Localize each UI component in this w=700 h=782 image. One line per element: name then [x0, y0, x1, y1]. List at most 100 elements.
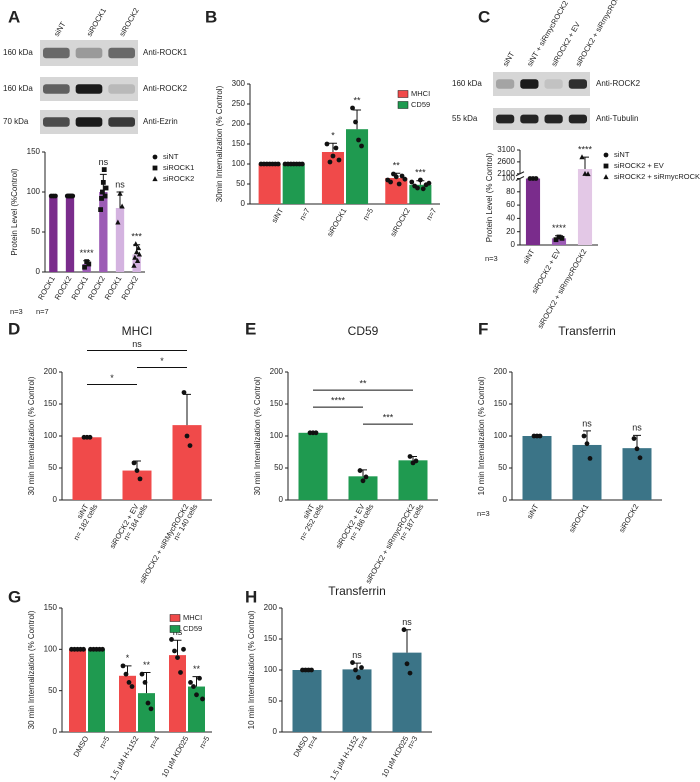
antibody-label: Anti-ROCK2 [143, 84, 188, 93]
data-point [169, 637, 174, 642]
y-tick-label: 300 [232, 79, 246, 88]
bar [525, 178, 541, 245]
legend-marker [603, 152, 609, 158]
panel-label: G [8, 587, 21, 606]
data-point [132, 254, 138, 260]
bracket-label: *** [383, 413, 394, 423]
data-point [129, 684, 135, 689]
y-tick-label: 150 [232, 139, 246, 148]
bracket-label: **** [331, 396, 346, 406]
size-label: 160 kDa [452, 79, 482, 88]
note: n=3 [10, 307, 23, 316]
data-point [360, 478, 366, 484]
data-point [145, 700, 151, 706]
y-axis-label: 30 min Internalization (% Control) [253, 376, 262, 495]
data-point [103, 185, 109, 191]
lane-label: siNT + siRmycROCK2 [525, 0, 570, 68]
y-tick-label: 100 [264, 665, 278, 674]
data-point [330, 153, 336, 159]
data-point [134, 257, 141, 263]
data-point [584, 441, 590, 447]
x-tick-label: siROCK1 [567, 502, 590, 534]
data-point [134, 468, 140, 473]
data-point [139, 671, 145, 677]
data-point [197, 675, 202, 681]
data-point [413, 458, 419, 464]
significance-label: ns [99, 157, 109, 167]
y-tick-label: 100 [44, 431, 58, 440]
note: n=3 [485, 254, 498, 263]
legend-label: siROCK2 + EV [614, 161, 664, 170]
n-label: n=4 [305, 734, 319, 750]
data-point [533, 176, 539, 181]
size-label: 160 kDa [3, 48, 33, 57]
data-point [120, 663, 126, 669]
data-point [426, 180, 432, 186]
panel-label: A [8, 7, 20, 26]
bar [258, 164, 281, 204]
lane-label: siROCK2 [117, 6, 140, 38]
size-label: 160 kDa [3, 84, 33, 93]
blot-band [496, 114, 515, 124]
n-label: n=5 [361, 206, 375, 222]
data-point [420, 186, 426, 192]
data-point [356, 675, 361, 680]
y-tick-label: 0 [273, 727, 278, 736]
x-tick-label: 1.5 μM H-1152 [328, 734, 360, 781]
n-label: n=4 [147, 734, 161, 750]
y-tick-label: 2100 [497, 169, 515, 178]
bar [132, 254, 141, 272]
legend-label: siNT [163, 152, 179, 161]
data-point [356, 137, 361, 143]
blot-band [108, 117, 135, 127]
x-tick-label: siROCK2 [388, 206, 411, 238]
n-label: n=4 [355, 734, 369, 750]
data-point [188, 680, 193, 685]
data-point [333, 145, 339, 151]
y-tick-label: 150 [44, 603, 58, 612]
data-point [350, 660, 355, 665]
data-point [100, 646, 105, 652]
panel-label: C [478, 7, 490, 26]
n-label: n=7 [298, 206, 312, 222]
x-tick-label: siROCK1 [325, 206, 348, 238]
error-bar [173, 639, 182, 656]
significance-label: *** [131, 231, 142, 241]
bar [385, 178, 408, 204]
x-tick-label: 10 μM KD025 [380, 734, 411, 778]
data-point [401, 627, 407, 633]
error-bar [328, 142, 337, 152]
data-point [537, 433, 543, 439]
y-axis-label: 30 min Internalization (% Control) [27, 376, 36, 495]
blot-band [520, 79, 539, 89]
antibody-label: Anti-ROCK2 [596, 79, 641, 88]
data-point [98, 207, 104, 212]
y-tick-label: 50 [236, 179, 245, 188]
x-tick-label: siNT [521, 247, 537, 265]
y-tick-label: 0 [36, 267, 41, 276]
panel-label: D [8, 319, 20, 338]
data-point [634, 446, 640, 452]
blot-band [544, 114, 563, 124]
x-tick-label: siROCK2 [617, 502, 640, 534]
y-tick-label: 3100 [497, 145, 515, 154]
data-point [81, 646, 86, 652]
x-tick-label: DMSO [71, 734, 90, 758]
data-point [181, 390, 187, 395]
bar [342, 669, 372, 732]
x-tick-label: siNT [525, 502, 541, 520]
y-tick-label: 200 [264, 603, 278, 612]
y-tick-label: 250 [232, 99, 246, 108]
y-tick-label: 0 [53, 495, 58, 504]
data-point [181, 646, 186, 652]
data-point [388, 179, 393, 185]
data-point [581, 433, 587, 439]
data-point [556, 234, 562, 240]
significance-label: * [126, 653, 130, 663]
bar [138, 693, 155, 732]
bar [298, 432, 328, 500]
error-bar [353, 109, 362, 130]
y-tick-label: 40 [506, 214, 515, 223]
data-point [191, 684, 196, 689]
